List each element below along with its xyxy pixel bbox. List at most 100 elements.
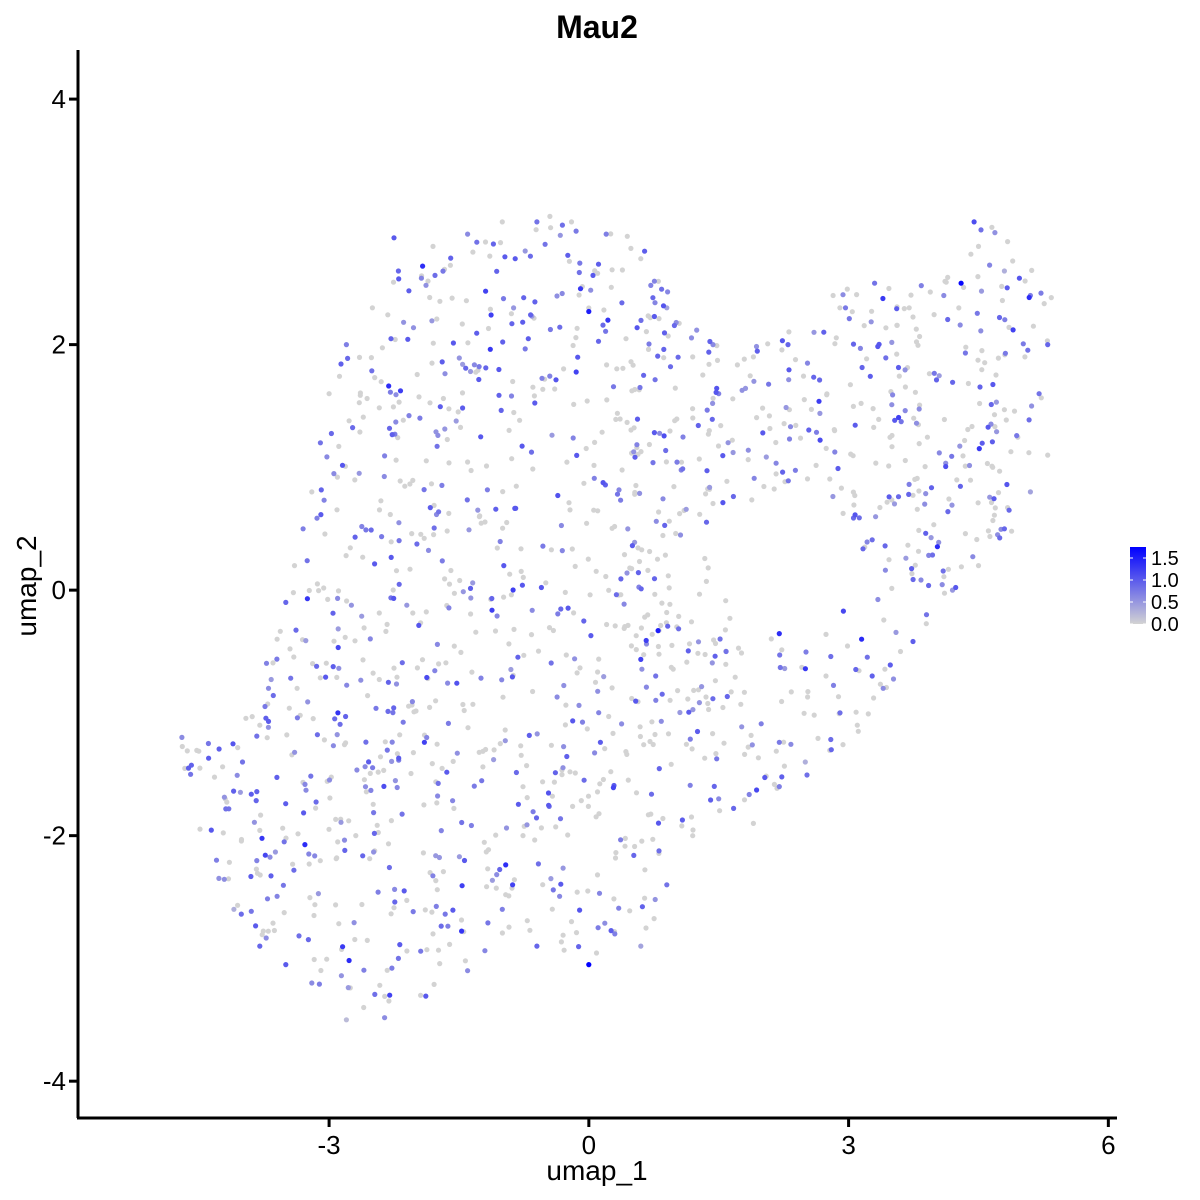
data-point: [936, 539, 942, 546]
data-point: [895, 494, 902, 500]
data-point: [837, 305, 843, 311]
data-point: [522, 346, 528, 352]
data-point: [887, 662, 893, 668]
data-point: [574, 889, 580, 895]
data-point: [617, 416, 623, 422]
data-point: [465, 231, 471, 237]
data-point: [840, 742, 846, 748]
data-point: [518, 743, 524, 749]
data-point: [718, 423, 724, 429]
data-point: [723, 661, 729, 667]
data-point: [786, 367, 792, 373]
data-point: [945, 316, 951, 323]
data-point: [828, 747, 834, 753]
data-point: [337, 721, 343, 727]
data-point: [317, 440, 323, 446]
data-point: [655, 278, 662, 284]
data-point: [613, 592, 620, 598]
data-point: [391, 595, 397, 602]
data-point: [940, 568, 946, 574]
data-point: [891, 501, 898, 507]
data-point: [430, 873, 436, 879]
data-point: [732, 674, 738, 680]
data-point: [671, 322, 678, 329]
data-point: [440, 268, 446, 274]
data-point: [668, 664, 674, 670]
data-point: [430, 931, 436, 937]
data-point: [489, 607, 495, 613]
data-point: [902, 367, 908, 373]
data-point: [503, 892, 509, 898]
data-point: [915, 548, 922, 554]
data-point: [257, 722, 263, 728]
data-point: [527, 927, 533, 933]
data-point: [823, 673, 829, 679]
data-point: [343, 713, 349, 720]
data-point: [916, 406, 922, 412]
data-point: [390, 587, 396, 593]
data-point: [196, 748, 202, 754]
data-point: [707, 484, 713, 490]
data-point: [333, 816, 339, 823]
data-point: [706, 349, 712, 355]
data-point: [830, 292, 836, 299]
data-point: [449, 295, 455, 301]
data-point: [356, 400, 362, 406]
data-point: [703, 578, 710, 585]
data-point: [619, 467, 625, 473]
data-point: [902, 408, 908, 414]
data-point: [267, 854, 273, 860]
data-point: [512, 505, 518, 511]
data-point: [530, 384, 536, 390]
data-point: [1041, 301, 1047, 307]
data-point: [590, 272, 596, 278]
data-point: [1026, 294, 1032, 301]
data-point: [435, 780, 441, 787]
data-point: [750, 820, 757, 827]
data-point: [625, 777, 631, 783]
data-point: [354, 767, 360, 773]
data-point: [327, 795, 333, 801]
data-point: [993, 399, 1000, 405]
data-point: [389, 432, 395, 438]
data-point: [535, 648, 542, 654]
data-point: [632, 454, 638, 460]
data-point: [987, 494, 993, 500]
y-tick-label: 4: [52, 84, 66, 114]
data-point: [1006, 324, 1012, 330]
data-point: [309, 980, 315, 986]
data-point: [367, 636, 373, 642]
data-point: [406, 703, 412, 709]
data-point: [370, 670, 376, 676]
data-point: [645, 313, 651, 319]
data-point: [902, 457, 908, 464]
data-point: [439, 482, 445, 488]
data-point: [446, 406, 452, 412]
legend-ticks: 0.00.51.01.5: [1130, 548, 1179, 636]
data-point: [503, 825, 510, 831]
data-point: [591, 507, 597, 513]
data-point: [294, 685, 300, 691]
x-tick-label: 6: [1101, 1130, 1115, 1160]
data-point: [565, 605, 571, 611]
data-point: [511, 877, 517, 883]
data-point: [270, 920, 276, 926]
data-point: [645, 612, 651, 618]
data-point: [445, 680, 451, 686]
data-point: [918, 577, 924, 583]
data-point: [335, 626, 341, 632]
data-point: [429, 909, 435, 915]
data-point: [511, 626, 517, 633]
data-point: [811, 712, 817, 718]
data-point: [911, 415, 917, 421]
data-point: [371, 810, 377, 816]
data-point: [328, 430, 334, 437]
data-point: [344, 598, 350, 604]
data-point: [546, 625, 553, 631]
data-point: [776, 739, 782, 745]
data-point: [396, 399, 402, 405]
data-point: [394, 751, 400, 757]
data-point: [943, 279, 949, 285]
data-point: [765, 341, 771, 347]
data-point: [291, 563, 298, 569]
